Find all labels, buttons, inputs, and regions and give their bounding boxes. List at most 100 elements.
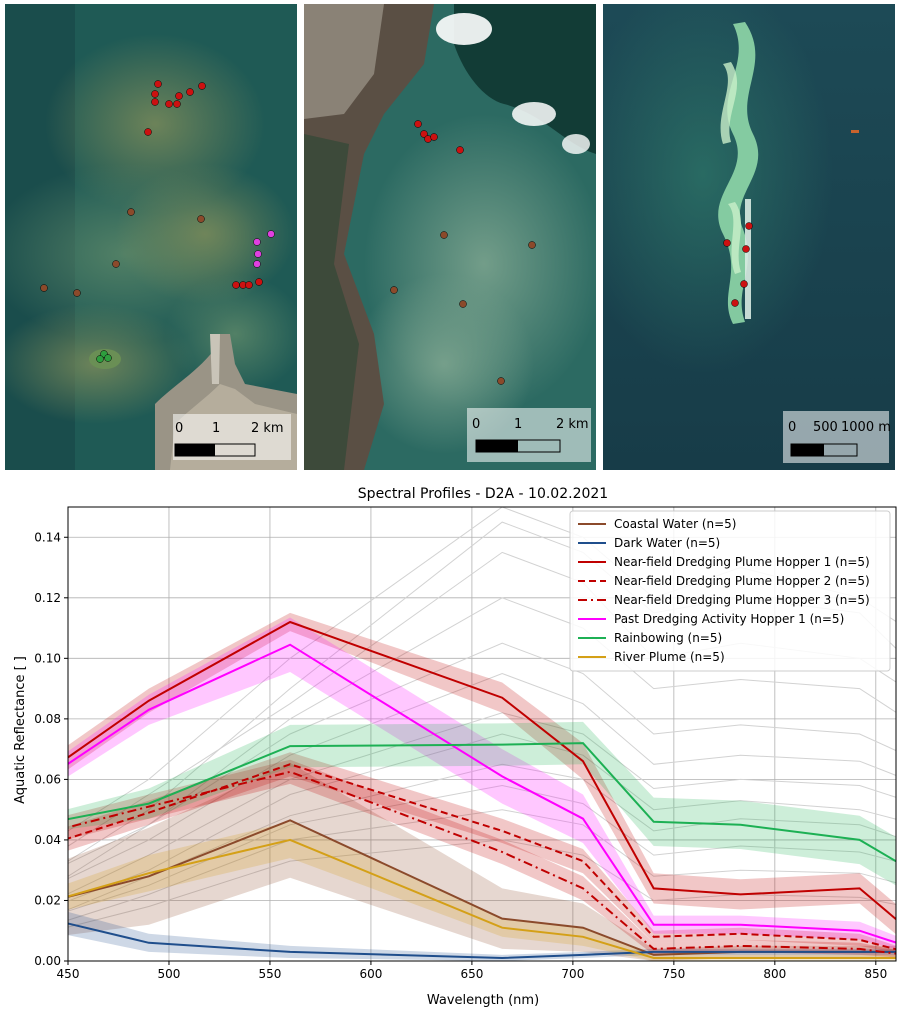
y-tick-label: 0.00 [34, 954, 61, 968]
y-tick-label: 0.14 [34, 530, 61, 544]
series-spread-band [68, 752, 896, 953]
marker-near-field [731, 299, 739, 307]
background-profile-line [68, 784, 896, 912]
marker-past-dredging [253, 260, 261, 268]
marker-near-field [144, 128, 152, 136]
series-spread-band [68, 821, 896, 961]
legend-label: Past Dredging Activity Hopper 1 (n=5) [614, 612, 844, 626]
marker-coastal [440, 231, 448, 239]
legend-label: River Plume (n=5) [614, 650, 725, 664]
x-tick-label: 750 [662, 967, 685, 981]
scale-tick-1: 500 [813, 420, 838, 435]
sample-markers [390, 120, 536, 385]
y-tick-label: 0.04 [34, 833, 61, 847]
marker-near-field [745, 222, 753, 230]
x-tick-label: 600 [359, 967, 382, 981]
scale-tick-2: 2 km [251, 421, 284, 436]
marker-near-field [456, 146, 464, 154]
chart-title: Spectral Profiles - D2A - 10.02.2021 [358, 486, 608, 502]
background-profile-line [68, 839, 896, 928]
sample-markers [723, 222, 753, 307]
y-tick-label: 0.02 [34, 893, 61, 907]
satellite-image-panel-a: 0 1 2 km [5, 4, 297, 470]
x-tick-label: 500 [158, 967, 181, 981]
background-profile-line [68, 712, 896, 895]
marker-near-field [430, 133, 438, 141]
x-tick-label: 700 [561, 967, 584, 981]
marker-past-dredging [254, 250, 262, 258]
spread-bands [68, 612, 896, 961]
legend-label: Coastal Water (n=5) [614, 517, 736, 531]
scale-tick-2: 1000 m [841, 420, 891, 435]
marker-near-field [723, 239, 731, 247]
marker-coastal [390, 286, 398, 294]
marker-near-field [742, 245, 750, 253]
background-profile-line [68, 672, 896, 880]
series-spread-band [68, 617, 896, 950]
marker-near-field [186, 88, 194, 96]
marker-past-dredging [267, 230, 275, 238]
marker-near-field [255, 278, 263, 286]
x-tick-label: 850 [864, 967, 887, 981]
series-spread-band [68, 612, 896, 935]
y-tick-label: 0.06 [34, 772, 61, 786]
axis-ticks: 450 500 550 600 650 700 750 800 850 0.00 0.02 0.04 0… [34, 530, 887, 981]
y-tick-label: 0.10 [34, 651, 61, 665]
scale-tick-1: 1 [212, 421, 220, 436]
y-tick-label: 0.12 [34, 591, 61, 605]
spectral-profiles-chart: Spectral Profiles - D2A - 10.02.2021 450… [0, 478, 912, 1012]
x-tick-label: 550 [258, 967, 281, 981]
legend-label: Near-field Dredging Plume Hopper 3 (n=5) [614, 593, 870, 607]
background-profile-line [68, 809, 896, 921]
y-tick-label: 0.08 [34, 712, 61, 726]
marker-river-plume [96, 355, 104, 363]
marker-near-field [154, 80, 162, 88]
satellite-image-panel-b: 0 1 2 km [304, 4, 596, 470]
marker-near-field [151, 98, 159, 106]
scale-tick-0: 0 [472, 417, 480, 432]
background-profile-line [68, 733, 896, 902]
marker-river-plume [104, 354, 112, 362]
plot-frame [67, 506, 897, 962]
series-line [68, 763, 896, 951]
marker-past-dredging [253, 238, 261, 246]
legend-label: Near-field Dredging Plume Hopper 1 (n=5) [614, 555, 870, 569]
x-tick-label: 800 [763, 967, 786, 981]
legend-label: Dark Water (n=5) [614, 536, 720, 550]
marker-coastal [112, 260, 120, 268]
series-line [68, 770, 896, 955]
marker-coastal [197, 215, 205, 223]
scale-tick-0: 0 [788, 420, 796, 435]
legend-label: Rainbowing (n=5) [614, 631, 722, 645]
series-spread-band [68, 911, 896, 961]
y-axis-label: Aquatic Reflectance [ ] [13, 656, 28, 804]
scale-tick-1: 1 [514, 417, 522, 432]
marker-coastal [459, 300, 467, 308]
satellite-image-panel-c: 0 500 1000 m [603, 4, 895, 470]
marker-coastal [528, 241, 536, 249]
marker-near-field [151, 90, 159, 98]
x-axis-label: Wavelength (nm) [427, 993, 539, 1008]
series-line [68, 838, 896, 959]
x-tick-label: 450 [57, 967, 80, 981]
legend-box [569, 510, 891, 672]
series-line [68, 620, 896, 921]
series-lines [68, 620, 896, 960]
marker-near-field [198, 82, 206, 90]
marker-near-field [232, 281, 240, 289]
marker-coastal [40, 284, 48, 292]
series-line [68, 643, 896, 944]
legend: Coastal Water (n=5) Dark Water (n=5) Near-… [569, 510, 891, 672]
scale-tick-2: 2 km [556, 417, 589, 432]
marker-near-field [420, 130, 428, 138]
x-tick-label: 650 [460, 967, 483, 981]
series-line [68, 742, 896, 863]
scale-tick-0: 0 [175, 421, 183, 436]
background-profile-line [68, 763, 896, 911]
marker-near-field [740, 280, 748, 288]
marker-near-field [173, 100, 181, 108]
marker-coastal [497, 377, 505, 385]
series-line [68, 922, 896, 960]
series-spread-band [68, 721, 896, 886]
marker-coastal [73, 289, 81, 297]
